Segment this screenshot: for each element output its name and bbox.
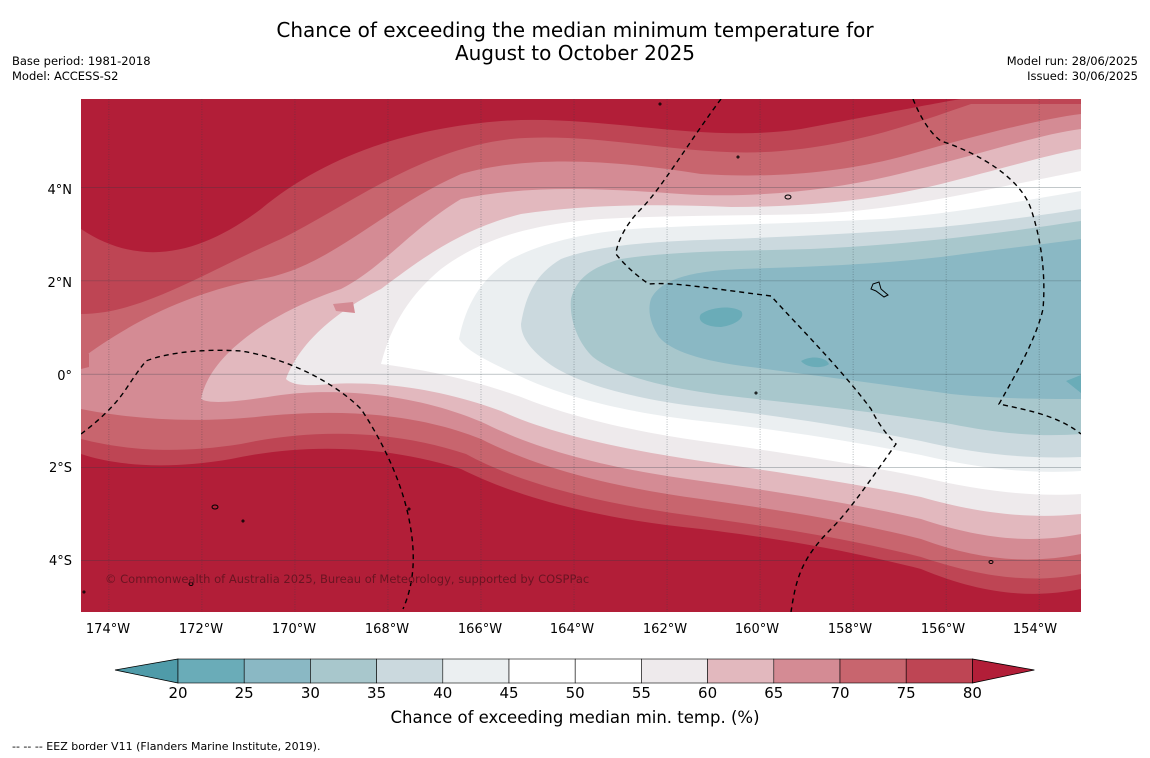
patch-70-75-small [333,302,355,313]
island-dot-4 [736,155,740,159]
eez-border-east [912,99,1081,435]
colorbar-tick-label: 35 [367,684,387,702]
patch-20-25-b [801,357,829,368]
colorbar-cell [442,658,510,684]
colorbar-tick-label: 20 [168,684,188,702]
issued-date: Issued: 30/06/2025 [1027,69,1138,83]
colorbar-cell [707,658,775,684]
colorbar-cell [574,658,642,684]
title-line-1: Chance of exceeding the median minimum t… [276,18,874,42]
colorbar-cell [641,658,708,684]
lon-label-168w: 168°W [364,622,410,637]
lon-label-170w: 170°W [271,622,317,637]
island-baker-howland [211,504,219,510]
colorbar-cell [243,658,311,684]
island-south-1 [188,582,194,586]
colorbar-cell [839,658,907,684]
colorbar-cell [773,658,841,684]
patch-70-75-left [81,349,89,369]
island-jarvis [784,194,792,200]
colorbar-extend-high [972,658,1035,684]
island-dot-5 [407,507,411,511]
lat-label-2n: 2°N [47,276,73,291]
colorbar-tick-label: 25 [234,684,254,702]
colorbar-cell [508,658,576,684]
colorbar-tick-label: 80 [962,684,982,702]
model-name: Model: ACCESS-S2 [12,69,119,83]
lon-label-158w: 158°W [827,622,873,637]
lon-label-154w: 154°W [1012,622,1058,637]
eez-borders [81,99,1081,612]
colorbar-tick-label: 65 [764,684,784,702]
lat-label-4n: 4°N [47,183,73,198]
island-dot-1 [241,519,245,523]
band-25-30 [649,239,1081,399]
lon-label-166w: 166°W [457,622,503,637]
colorbar-tick-label: 55 [631,684,651,702]
colorbar-tick-label: 45 [499,684,519,702]
colorbar-cell [310,658,377,684]
forecast-map [81,99,1081,612]
copyright-credit: © Commonwealth of Australia 2025, Bureau… [105,572,590,586]
eez-legend-note: -- -- -- EEZ border V11 (Flanders Marine… [12,740,321,753]
colorbar-tick-label: 40 [433,684,453,702]
colorbar-tick-label: 30 [300,684,320,702]
lat-label-2s: 2°S [48,461,72,476]
colorbar-cell [177,658,245,684]
colorbar-cell [376,658,444,684]
lon-label-174w: 174°W [85,622,131,637]
lon-label-164w: 164°W [549,622,595,637]
colorbar-tick-label: 75 [896,684,916,702]
lat-label-0: 0° [57,369,72,384]
title-line-2: August to October 2025 [454,41,696,65]
lon-label-172w: 172°W [178,622,224,637]
colorbar-title: Chance of exceeding median min. temp. (%… [390,708,760,727]
colorbar [114,658,1035,684]
eez-border-west [81,349,414,610]
map-panel: © Commonwealth of Australia 2025, Bureau… [81,99,1081,612]
lon-label-156w: 156°W [920,622,966,637]
colorbar-tick-label: 60 [698,684,718,702]
lon-label-160w: 160°W [734,622,780,637]
island-dot-6 [82,590,86,594]
patch-20-25-a [699,307,743,327]
lon-label-162w: 162°W [642,622,688,637]
model-run: Model run: 28/06/2025 [1006,54,1138,68]
islands [82,102,994,594]
colorbar-extend-low [114,658,179,684]
colorbar-cells [114,658,1035,684]
island-dot-3 [658,102,662,106]
colorbar-tick-label: 70 [830,684,850,702]
patch-20-25-c [1066,375,1081,393]
island-dot-2 [754,391,758,395]
colorbar-tick-label: 50 [565,684,585,702]
lat-label-4s: 4°S [48,554,72,569]
meta-left: Base period: 1981-2018 Model: ACCESS-S2 [12,54,151,84]
meta-right: Model run: 28/06/2025 Issued: 30/06/2025 [1007,54,1138,84]
island-south-2 [988,560,994,564]
colorbar-cell [905,658,973,684]
base-period: Base period: 1981-2018 [12,54,151,68]
graticule [81,99,1081,612]
island-kiritimati [870,281,889,298]
